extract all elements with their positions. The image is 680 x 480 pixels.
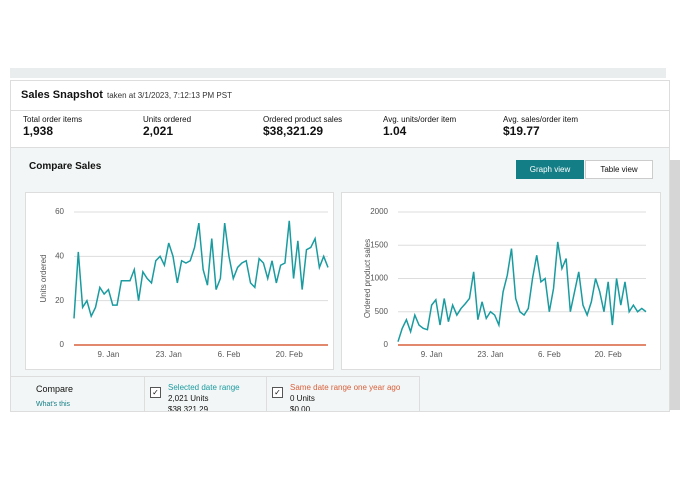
metric-value: $38,321.29: [263, 124, 324, 138]
compare-units: 0 Units: [290, 394, 315, 403]
compare-label: Selected date range: [168, 383, 240, 392]
metric-label: Units ordered: [143, 115, 192, 124]
series-line: [73, 220, 329, 319]
y-tick-label: 2000: [370, 207, 388, 216]
y-tick-label: 60: [55, 207, 64, 216]
metric-value: 1.04: [383, 124, 407, 138]
x-tick-label: 6. Feb: [218, 350, 241, 359]
graph-view-button[interactable]: Graph view: [516, 160, 584, 179]
compare-sales: $0.00: [290, 405, 311, 412]
x-tick-label: 20. Feb: [595, 350, 623, 359]
divider: [419, 376, 420, 411]
x-tick-label: 9. Jan: [421, 350, 443, 359]
y-tick-label: 0: [384, 340, 389, 349]
y-tick-label: 20: [55, 296, 64, 305]
subtitle: taken at 3/1/2023, 7:12:13 PM PST: [107, 91, 232, 100]
divider: [11, 376, 419, 377]
y-tick-label: 40: [55, 251, 64, 260]
y-tick-label: 0: [60, 340, 65, 349]
metric-label: Avg. sales/order item: [503, 115, 578, 124]
y-tick-label: 1500: [370, 240, 388, 249]
x-tick-label: 23. Jan: [477, 350, 503, 359]
metric-value: 1,938: [23, 124, 54, 138]
compare-title: Compare: [36, 384, 74, 394]
snapshot: Sales Snapshot taken at 3/1/2023, 7:12:1…: [10, 80, 670, 412]
metric-label: Ordered product sales: [263, 115, 343, 124]
metric-label: Total order items: [23, 115, 83, 124]
checkbox[interactable]: ✓: [150, 387, 161, 398]
panel-title: Compare Sales: [29, 161, 102, 172]
table-view-button[interactable]: Table view: [585, 160, 653, 179]
y-tick-label: 1000: [370, 274, 388, 283]
y-tick-label: 500: [375, 307, 389, 316]
top-band: [10, 68, 666, 78]
x-tick-label: 20. Feb: [276, 350, 304, 359]
divider: [11, 110, 669, 111]
chart-units: 0 20 40 60 Units ordered 9. Jan 23. Jan 6. Feb 2…: [25, 192, 334, 370]
x-tick-label: 9. Jan: [98, 350, 120, 359]
metric-value: $19.77: [503, 124, 540, 138]
compare-units: 2,021 Units: [168, 394, 209, 403]
chart-sales: 0 500 1000 1500 2000 Ordered product sales 9. …: [341, 192, 661, 370]
whats-this-link[interactable]: What's this: [36, 401, 71, 408]
metric-label: Avg. units/order item: [383, 115, 457, 124]
metric-value: 2,021: [143, 124, 174, 138]
title: Sales Snapshot: [21, 89, 103, 101]
compare-label: Same date range one year ago: [290, 383, 401, 392]
compare-panel: Compare Sales Graph view Table view 0 20 4…: [11, 147, 669, 412]
checkbox[interactable]: ✓: [272, 387, 283, 398]
x-tick-label: 6. Feb: [538, 350, 561, 359]
series-line: [397, 241, 647, 342]
y-axis-label: Ordered product sales: [363, 239, 372, 318]
x-tick-label: 23. Jan: [156, 350, 182, 359]
scrollbar[interactable]: [670, 160, 680, 410]
divider: [266, 376, 267, 411]
y-axis-label: Units ordered: [39, 254, 48, 302]
compare-sales: $38,321.29: [168, 405, 209, 412]
divider: [144, 376, 145, 411]
